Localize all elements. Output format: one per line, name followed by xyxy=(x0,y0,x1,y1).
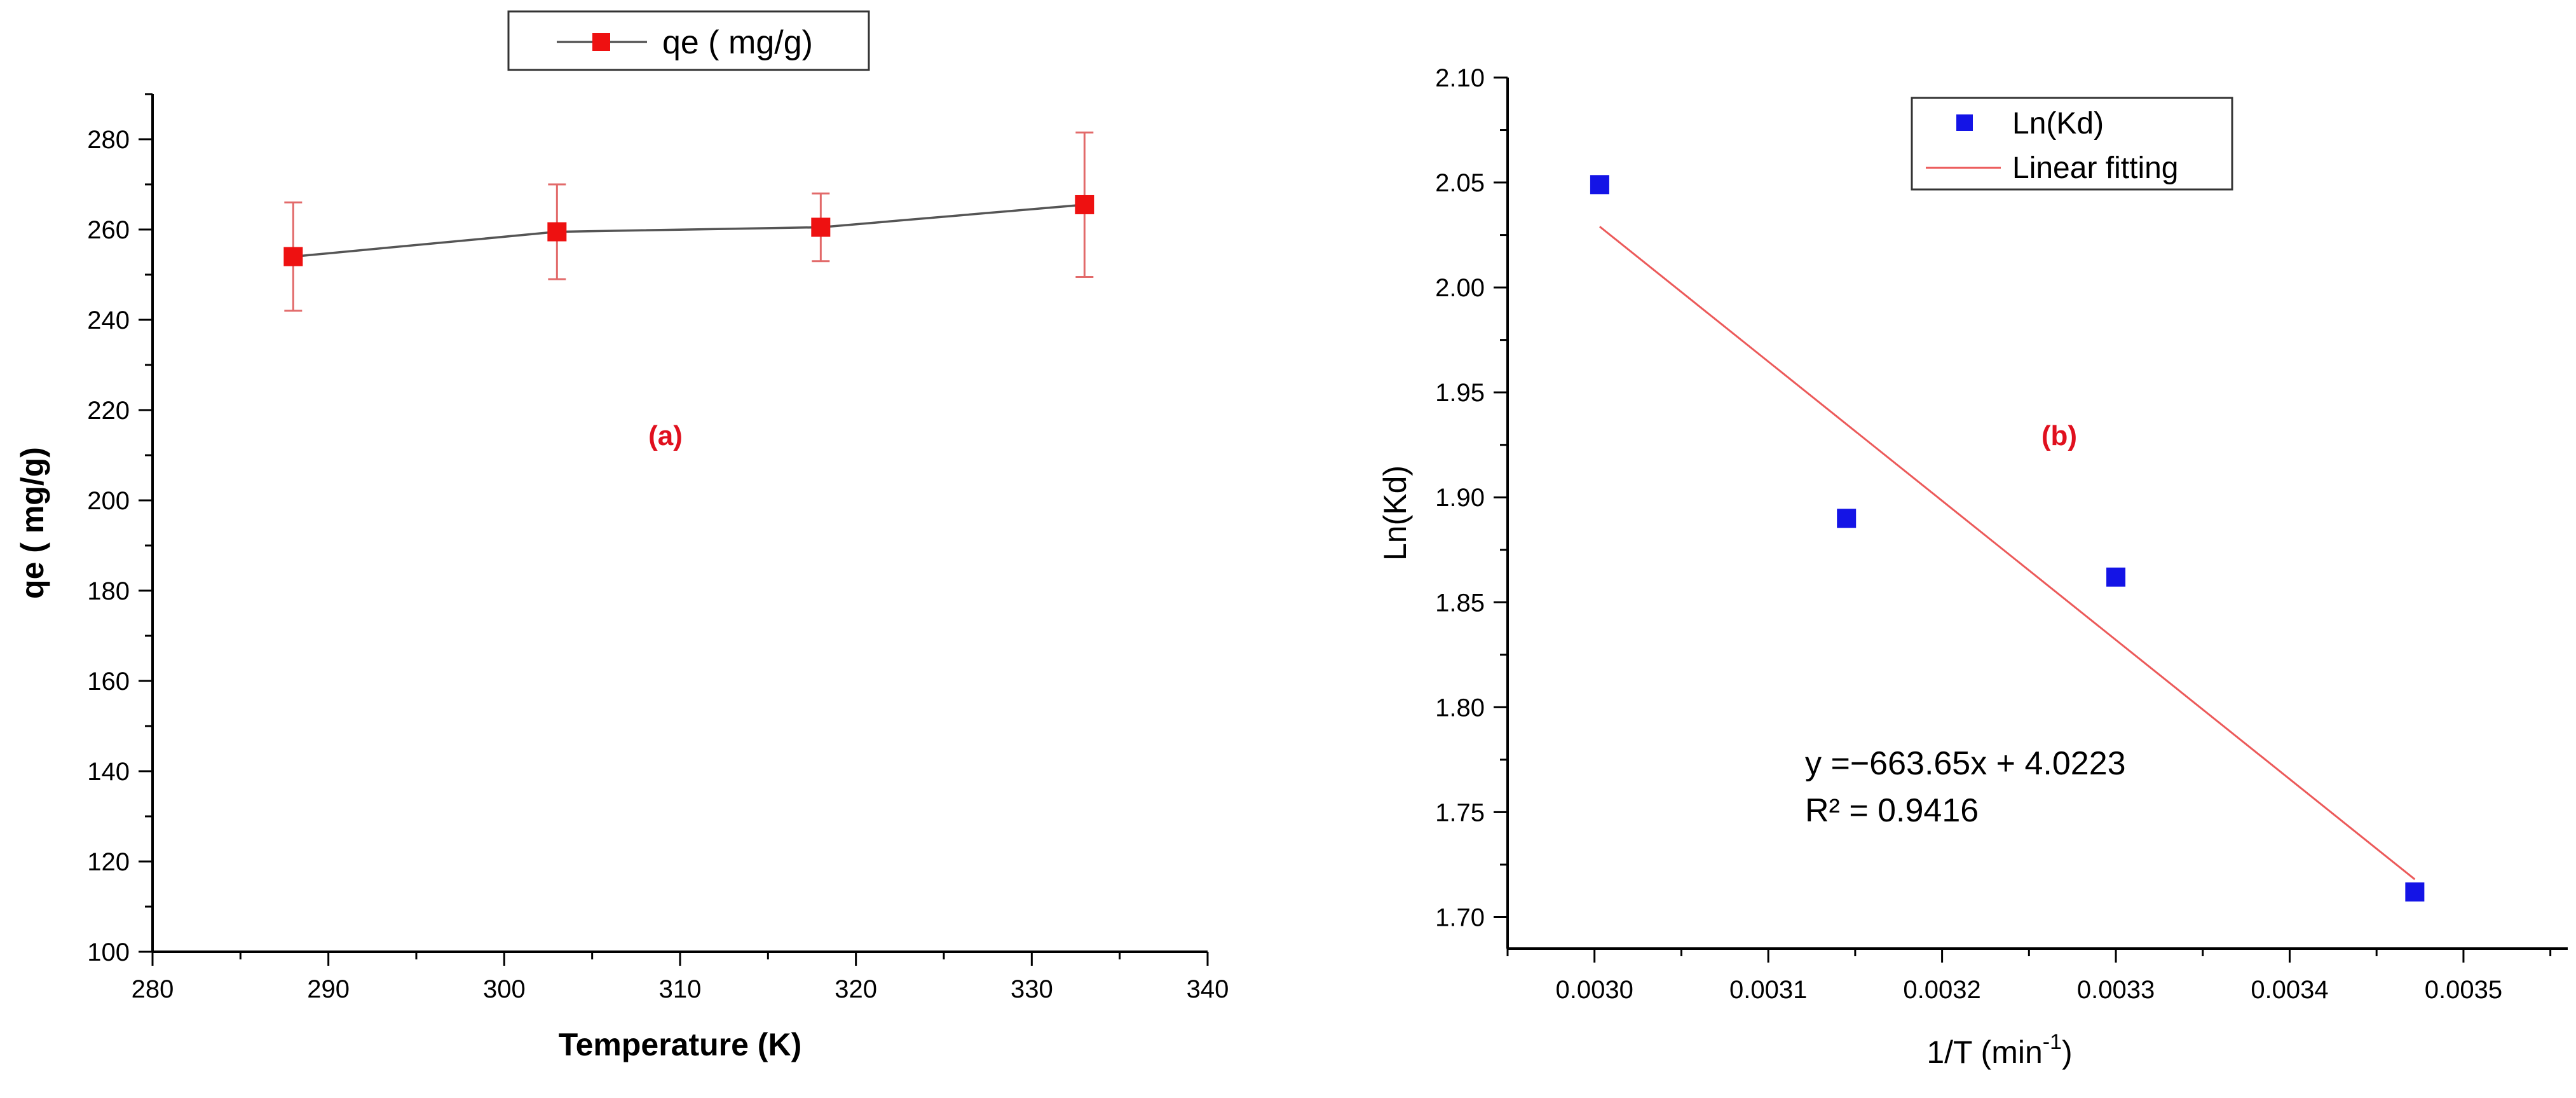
y-tick-label: 2.00 xyxy=(1435,274,1485,302)
panel-annotation: (b) xyxy=(2041,420,2077,451)
data-point xyxy=(2405,882,2425,902)
y-tick-label: 140 xyxy=(87,758,130,786)
x-axis-title: 1/T (min-1) xyxy=(1926,1030,2072,1070)
data-point xyxy=(547,222,567,242)
data-point xyxy=(1590,175,1609,195)
data-point xyxy=(811,217,831,237)
legend: qe ( mg/g) xyxy=(507,10,870,71)
x-tick-label: 320 xyxy=(835,975,877,1003)
legend-marker xyxy=(1956,114,1973,131)
x-tick-label: 340 xyxy=(1187,975,1229,1003)
legend-label: qe ( mg/g) xyxy=(662,24,813,61)
x-tick-label: 0.0032 xyxy=(1903,976,1980,1004)
y-tick-label: 2.05 xyxy=(1435,169,1485,197)
y-tick-label: 120 xyxy=(87,848,130,876)
panel-a: 280 290 300 310 320 330 340 100 120 140 160 180 200 2… xyxy=(15,10,1229,1062)
x-tick-label: 0.0030 xyxy=(1556,976,1633,1004)
legend-box xyxy=(507,10,870,71)
fit-line xyxy=(1598,226,2416,881)
x-axis-title-main: 1/T (min xyxy=(1926,1034,2042,1070)
y-tick-label: 1.95 xyxy=(1435,379,1485,407)
fit-r2: R² = 0.9416 xyxy=(1805,792,1979,829)
legend-marker xyxy=(592,33,610,51)
y-axis-title: qe ( mg/g) xyxy=(15,447,50,599)
y-tick-label: 240 xyxy=(87,306,130,334)
panel-b: 0.0030 0.0031 0.0032 0.0033 0.0034 0.0035 1.70… xyxy=(1377,64,2568,1070)
legend: Ln(Kd) Linear fitting xyxy=(1911,97,2233,191)
y-tick-label: 280 xyxy=(87,126,130,154)
legend-box xyxy=(1911,97,2233,191)
series-line xyxy=(293,203,1085,258)
y-tick-label: 220 xyxy=(87,397,130,425)
x-axis-title-tail: ) xyxy=(2062,1034,2073,1070)
y-tick-label: 1.70 xyxy=(1435,903,1485,931)
x-tick-label: 0.0033 xyxy=(2077,976,2155,1004)
x-tick-label: 280 xyxy=(132,975,174,1003)
panel-annotation: (a) xyxy=(648,420,683,451)
x-tick-label: 0.0031 xyxy=(1729,976,1807,1004)
y-tick-label: 1.85 xyxy=(1435,589,1485,617)
data-point xyxy=(2106,567,2126,587)
x-tick-label: 290 xyxy=(307,975,350,1003)
y-tick-label: 200 xyxy=(87,487,130,515)
data-point xyxy=(283,247,303,266)
y-tick-label: 100 xyxy=(87,938,130,966)
y-tick-label: 2.10 xyxy=(1435,64,1485,92)
x-tick-label: 310 xyxy=(659,975,702,1003)
x-axis-title-sup: -1 xyxy=(2043,1030,2062,1054)
x-tick-label: 0.0034 xyxy=(2251,976,2328,1004)
legend-label: Ln(Kd) xyxy=(2012,107,2104,141)
y-tick-label: 260 xyxy=(87,216,130,244)
data-point xyxy=(1075,195,1094,214)
y-tick-label: 1.80 xyxy=(1435,694,1485,722)
fit-equation: y =−663.65x + 4.0223 xyxy=(1805,745,2126,782)
y-axis-title: Ln(Kd) xyxy=(1377,465,1413,561)
x-tick-label: 300 xyxy=(483,975,526,1003)
x-tick-label: 0.0035 xyxy=(2425,976,2502,1004)
y-tick-label: 1.75 xyxy=(1435,799,1485,827)
y-tick-label: 180 xyxy=(87,577,130,605)
legend-label: Linear fitting xyxy=(2012,151,2179,185)
y-tick-label: 1.90 xyxy=(1435,484,1485,512)
y-tick-label: 160 xyxy=(87,668,130,696)
data-point xyxy=(1837,509,1857,528)
x-axis-title: Temperature (K) xyxy=(559,1027,801,1062)
x-tick-label: 330 xyxy=(1011,975,1053,1003)
